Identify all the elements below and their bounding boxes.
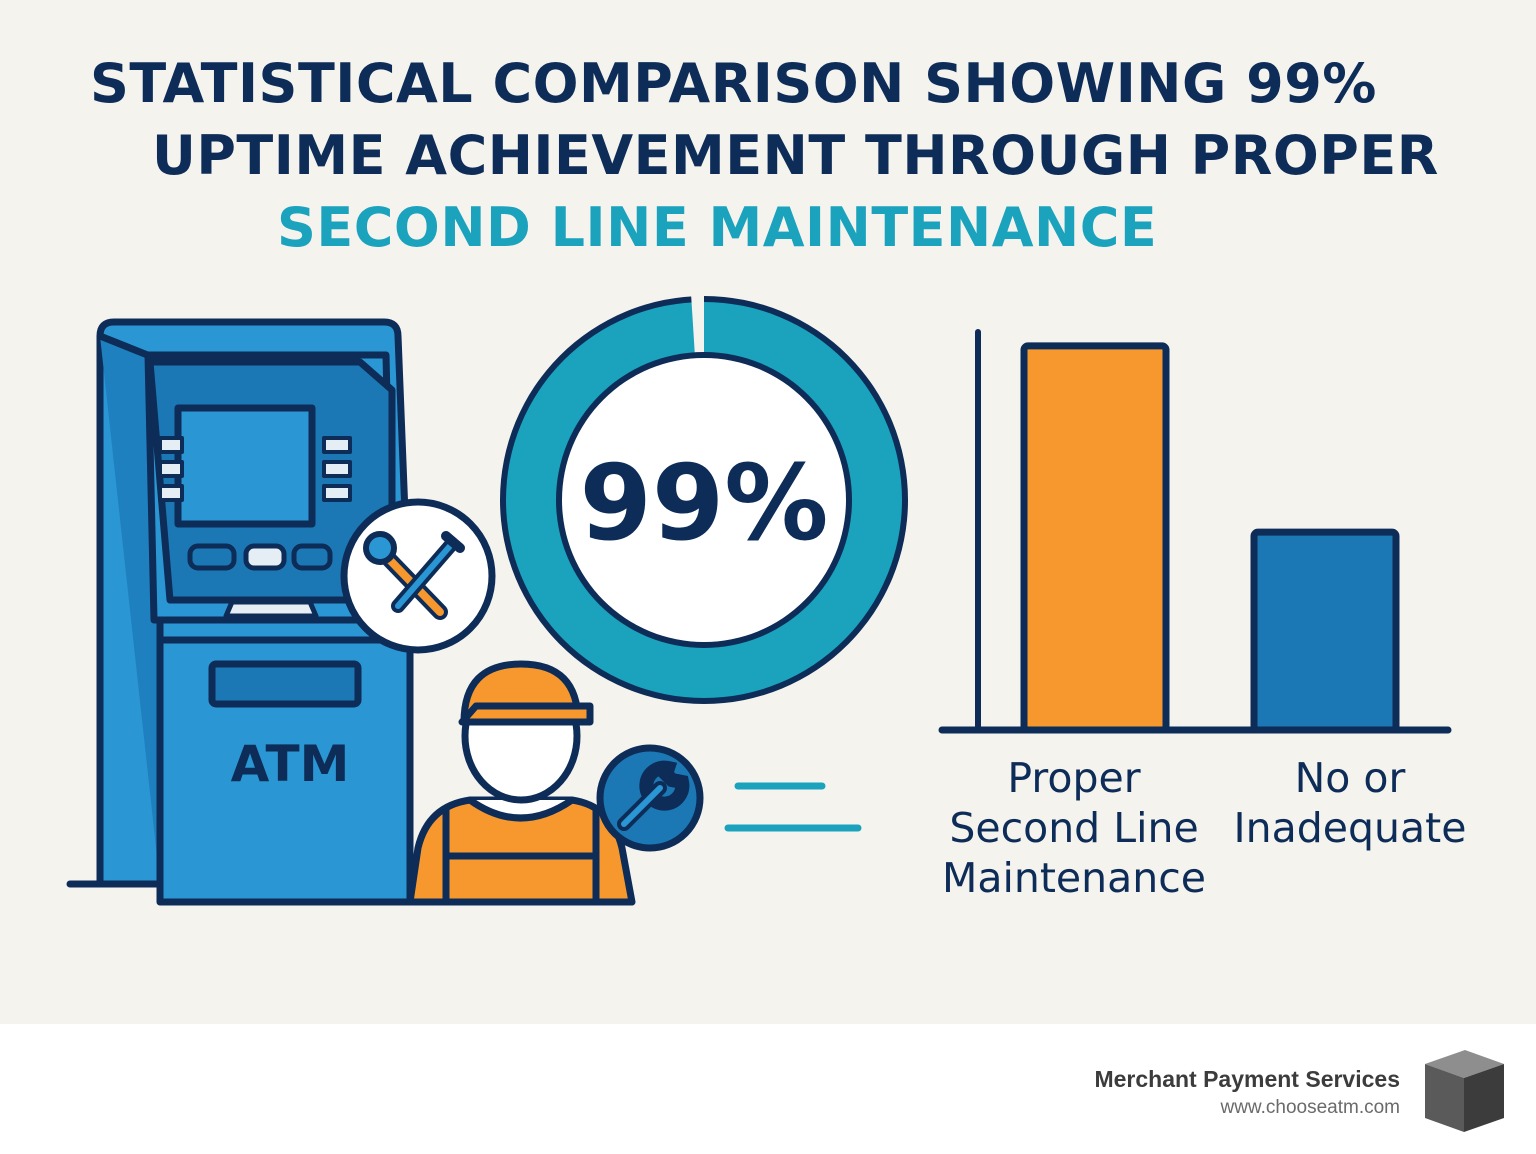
title-line-3: SECOND LINE MAINTENANCE [277, 196, 1158, 259]
category-label-line: Maintenance [942, 854, 1206, 902]
uptime-gauge: 99% [500, 290, 908, 704]
uptime-value-label: 99% [580, 442, 829, 564]
title-line-1: STATISTICAL COMPARISON SHOWING 99% [90, 52, 1377, 115]
bar-0 [1020, 342, 1170, 734]
title-line-2: UPTIME ACHIEVEMENT THROUGH PROPER [152, 124, 1439, 187]
footer: Merchant Payment Services www.chooseatm.… [0, 1024, 1536, 1154]
atm-label: ATM [231, 735, 350, 793]
illustration: ATM 99% [66, 290, 1467, 906]
brand-url: www.chooseatm.com [1220, 1097, 1400, 1118]
technician-icon [406, 660, 636, 906]
category-label-line: No or [1295, 754, 1406, 802]
wrench-icon [596, 744, 704, 852]
category-label-1: No or Inadequate [1234, 754, 1467, 852]
category-label-line: Inadequate [1234, 804, 1467, 852]
category-label-line: Second Line [949, 804, 1198, 852]
bar-1 [1250, 528, 1400, 734]
cube-logo-icon [1425, 1050, 1504, 1132]
atm-machine-icon [66, 318, 414, 906]
brand-name: Merchant Payment Services [1094, 1066, 1400, 1092]
brand-block: Merchant Payment Services www.chooseatm.… [1094, 1064, 1400, 1122]
bar-chart: Proper Second Line Maintenance No or Inadequ… [938, 329, 1467, 902]
category-label-0: Proper Second Line Maintenance [942, 754, 1206, 902]
motion-lines [724, 782, 862, 832]
category-label-line: Proper [1007, 754, 1140, 802]
tools-icon [340, 498, 496, 654]
